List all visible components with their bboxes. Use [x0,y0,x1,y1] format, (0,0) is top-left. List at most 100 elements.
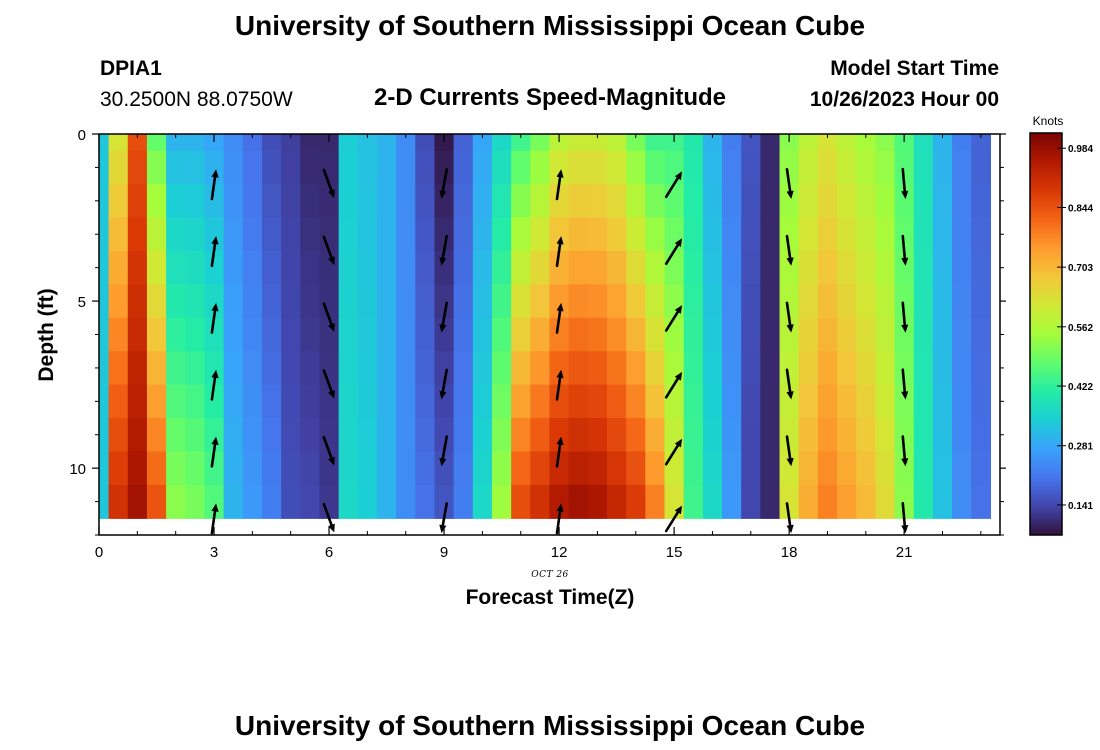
heatmap-cell [587,250,608,285]
heatmap-cell [300,217,321,252]
heatmap-cell [779,317,800,352]
heatmap-cell [396,451,416,486]
heatmap-cell [281,384,301,419]
heatmap-cell [300,317,321,352]
heatmap-cell [491,134,512,152]
heatmap-cell [453,150,474,185]
heatmap-cell [472,317,493,352]
heatmap-cell [453,317,474,352]
heatmap-cell [587,484,608,519]
heatmap-cell [760,484,781,519]
heatmap-cell [952,451,972,486]
heatmap-cell [664,284,685,319]
heatmap-cell [146,250,167,285]
heatmap-cell [166,150,186,185]
heatmap-cell [453,250,474,285]
heatmap-cell [185,284,206,319]
heatmap-cell [261,351,282,386]
heatmap-cell [319,217,340,252]
heatmap-cell [530,217,551,252]
heatmap-cell [127,418,148,453]
heatmap-cell [415,451,436,486]
heatmap-cell [415,384,436,419]
heatmap-cell [223,484,244,519]
heatmap-cell [146,451,167,486]
heatmap-cell [108,384,129,419]
heatmap-cell [146,184,167,219]
heatmap-cell [664,351,685,386]
heatmap-cell [817,317,838,352]
model-start-label: Model Start Time [830,57,999,80]
heatmap-cell [760,384,781,419]
heatmap-cell [127,217,148,252]
heatmap-cell [396,134,416,152]
heatmap-cell [932,217,953,252]
heatmap-cell [549,134,570,152]
heatmap-cell [242,284,263,319]
heatmap-cell [300,384,321,419]
colorbar-tick-label: 0.562 [1068,323,1093,334]
heatmap-cell [875,484,896,519]
heatmap-cell [664,451,685,486]
heatmap-cell [204,317,225,352]
current-arrow [322,235,335,266]
heatmap-cell [376,317,397,352]
heatmap-cell [108,484,129,519]
heatmap-cell [319,384,340,419]
heatmap-cell [434,484,455,519]
heatmap-cell [722,250,742,285]
heatmap-cell [971,451,992,486]
heatmap-cell [549,484,570,519]
heatmap-cell [683,184,704,219]
heatmap-cell [472,484,493,519]
heatmap-cell [932,451,953,486]
heatmap-cell [300,250,321,285]
heatmap-cell [894,384,915,419]
heatmap-cell [530,484,551,519]
current-arrow [901,167,909,200]
current-arrow [785,168,794,199]
colorbar-tick-label: 0.703 [1068,263,1093,274]
heatmap-cell [798,250,819,285]
heatmap-cell [702,150,723,185]
current-arrow [901,435,909,467]
heatmap-cell [952,217,972,252]
heatmap-cell [434,250,455,285]
heatmap-cell [338,250,359,285]
heatmap-cell [99,484,110,519]
heatmap-cell [932,484,953,519]
heatmap-cell [491,451,512,486]
heatmap-cell [741,150,761,185]
heatmap-cell [204,451,225,486]
heatmap-cell [875,284,896,319]
heatmap-cell [856,184,876,219]
heatmap-cell [530,384,551,419]
heatmap-cell [817,250,838,285]
heatmap-cell [760,351,781,386]
heatmap-cell [357,250,378,285]
heatmap-cell [281,451,301,486]
heatmap-cell [587,217,608,252]
heatmap-cell [281,351,301,386]
heatmap-cell [798,484,819,519]
heatmap-cell [798,317,819,352]
x-axis: 0 3 6 9 12 15 18 21 [95,134,982,561]
heatmap-cell [913,284,934,319]
heatmap-cell [511,184,531,219]
heatmap-cell [99,284,110,319]
current-arrow [210,436,219,468]
heatmap-cell [607,217,627,252]
heatmap-cell [242,250,263,285]
current-arrow [322,436,335,466]
heatmap-cell [453,217,474,252]
current-arrow [901,301,909,333]
heatmap-cell [166,418,186,453]
heatmap-cell [127,317,148,352]
heatmap-cell [702,418,723,453]
station-id: DPIA1 [100,57,162,80]
heatmap-cell [607,418,627,453]
heatmap-cell [415,484,436,519]
heatmap-cell [376,134,397,152]
heatmap-cell [530,134,551,152]
